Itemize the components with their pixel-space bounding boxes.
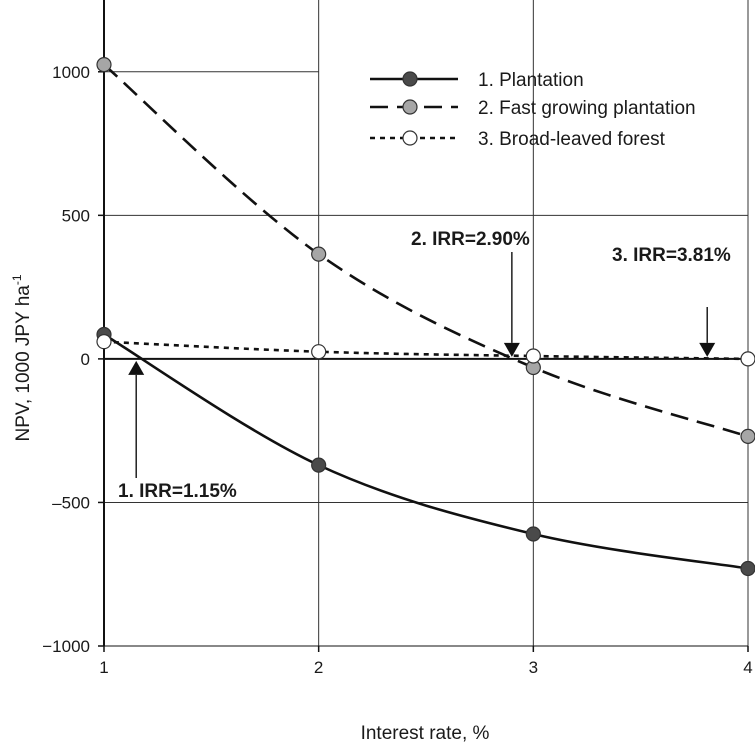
grid bbox=[104, 0, 749, 647]
y-tick-label: −1000 bbox=[42, 637, 90, 656]
data-point-series-2 bbox=[740, 428, 755, 445]
y-axis-title-sup: -1 bbox=[10, 274, 24, 285]
annotation-arrow-head bbox=[699, 342, 716, 357]
legend-label-2: 2. Fast growing plantation bbox=[478, 98, 696, 119]
legend: 1. Plantation 2. Fast growing plantation 3… bbox=[370, 70, 696, 150]
legend-marker-3 bbox=[402, 130, 418, 146]
x-tick-label: 3 bbox=[529, 658, 538, 677]
annotation-label: 2. IRR=2.90% bbox=[411, 229, 530, 250]
y-tick-label: 1000 bbox=[52, 63, 90, 82]
legend-marker-1 bbox=[402, 71, 418, 87]
series-lines bbox=[103, 63, 749, 570]
data-point-series-3 bbox=[311, 344, 327, 360]
annotation-arrow-head bbox=[128, 360, 145, 375]
axes bbox=[98, 0, 749, 652]
series-line-3 bbox=[103, 340, 749, 361]
data-point-series-2 bbox=[96, 56, 112, 73]
legend-label-1: 1. Plantation bbox=[478, 70, 584, 91]
data-point-series-3 bbox=[740, 351, 755, 367]
data-point-series-1 bbox=[311, 457, 327, 473]
data-points bbox=[96, 56, 755, 577]
x-tick-label: 4 bbox=[743, 658, 752, 677]
y-tick-label: 0 bbox=[81, 350, 90, 369]
annotation-label: 3. IRR=3.81% bbox=[612, 245, 731, 266]
y-axis-title-main: NPV, 1000 JPY ha bbox=[13, 285, 34, 442]
data-point-series-1 bbox=[525, 526, 541, 542]
legend-marker-2 bbox=[402, 99, 418, 115]
y-tick-label: –500 bbox=[52, 493, 90, 512]
series-line-1 bbox=[103, 333, 749, 570]
annotation-label: 1. IRR=1.15% bbox=[118, 481, 237, 502]
y-axis-title: NPV, 1000 JPY ha-1 bbox=[10, 274, 34, 441]
data-point-series-1 bbox=[740, 560, 755, 577]
tick-labels: 1000 500 0 –500 −1000 1 2 3 4 bbox=[42, 63, 752, 677]
data-point-series-3 bbox=[525, 348, 541, 364]
data-point-series-3 bbox=[96, 334, 112, 350]
data-point-series-2 bbox=[311, 246, 327, 262]
annotation-arrow-head bbox=[503, 342, 520, 357]
x-axis-title: Interest rate, % bbox=[361, 723, 490, 744]
y-tick-label: 500 bbox=[62, 206, 90, 225]
x-tick-label: 2 bbox=[314, 658, 323, 677]
irr-annotations: 1. IRR=1.15% 2. IRR=2.90% 3. IRR=3.81% bbox=[118, 229, 731, 502]
x-tick-label: 1 bbox=[99, 658, 108, 677]
legend-label-3: 3. Broad-leaved forest bbox=[478, 129, 666, 150]
series-line-2 bbox=[103, 63, 749, 438]
